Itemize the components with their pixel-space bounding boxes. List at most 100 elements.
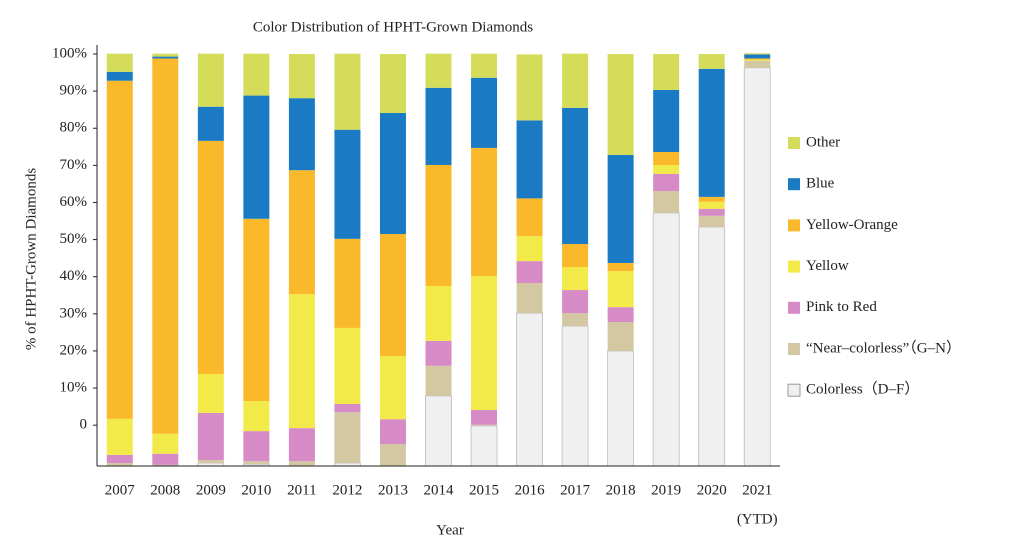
legend-label: Blue [806, 176, 835, 192]
x-tick-label: 2012 [332, 482, 362, 498]
bar-segment [152, 56, 179, 59]
legend-swatch [788, 137, 800, 149]
bar-segment [698, 196, 725, 202]
bar-segment [607, 307, 634, 322]
bar-segment [516, 312, 543, 467]
bar-segment [744, 60, 771, 68]
bar-segment [288, 98, 315, 171]
bar-segment [744, 58, 771, 60]
chart-title: Color Distribution of HPHT-Grown Diamond… [253, 19, 533, 35]
x-tick-label: 2009 [196, 482, 226, 498]
bar-segment [743, 67, 771, 467]
x-tick-label: 2021 [742, 482, 772, 498]
x-tick-label: 2019 [651, 482, 681, 498]
bar-segment [562, 313, 589, 327]
bar-segment [243, 218, 270, 402]
bar-segment [334, 327, 361, 405]
bar-segment [561, 325, 589, 467]
bar-segment [243, 461, 270, 465]
bar-segment [334, 238, 361, 328]
bar-segment [379, 419, 406, 445]
bar-segment [288, 294, 315, 429]
bar-segment [106, 53, 133, 72]
y-tick-label: 0 [80, 417, 88, 433]
x-tick-label: 2007 [105, 482, 136, 498]
bar-segment [106, 80, 133, 419]
bar-segment [334, 53, 361, 130]
bar-segment [607, 262, 634, 272]
legend-swatch [788, 343, 800, 355]
legend-label: Yellow [806, 258, 849, 274]
bar-segment [379, 234, 406, 357]
bar-segment [197, 140, 224, 374]
bar-segment [607, 54, 634, 155]
bar-segment [379, 54, 406, 114]
legend-label: Colorless（D–F） [806, 381, 919, 398]
x-tick-label: 2018 [606, 482, 636, 498]
x-tick-label: 2011 [287, 482, 316, 498]
x-tick-label: 2016 [515, 482, 546, 498]
x-tick-label: 2010 [241, 482, 271, 498]
bar-segment [197, 460, 224, 464]
bar-segment [334, 404, 361, 413]
x-tick-label: 2014 [424, 482, 455, 498]
y-tick-label: 80% [60, 120, 88, 136]
bar-segment [744, 53, 771, 55]
bar-segment [379, 444, 406, 466]
bar-segment [425, 285, 452, 341]
bar-segment [470, 425, 498, 467]
x-tick-label: 2015 [469, 482, 499, 498]
legend-swatch [788, 301, 800, 314]
y-tick-label: 30% [60, 305, 88, 321]
bar-segment [698, 226, 726, 467]
bar-segment [425, 395, 452, 467]
bar-segment [106, 454, 133, 464]
x-tick-label: 2008 [150, 482, 180, 498]
bar-segment [516, 236, 543, 262]
bar-segment [698, 208, 725, 216]
annotation: (YTD) [737, 511, 778, 527]
bar-segment [516, 283, 543, 314]
x-tick-label: 2020 [697, 482, 727, 498]
bar-segment [607, 154, 634, 263]
bar-segment [607, 271, 634, 308]
bar-segment [471, 275, 498, 410]
bar-segment [516, 261, 543, 284]
bar-segment [607, 350, 635, 467]
bar-segment [197, 373, 224, 413]
y-axis-label: % of HPHT-Grown Diamonds [23, 168, 39, 351]
bar-segment [152, 433, 179, 454]
y-tick-label: 20% [60, 342, 88, 358]
y-tick-label: 60% [60, 194, 88, 210]
y-tick-label: 90% [60, 83, 88, 99]
bar-segment [516, 54, 543, 121]
y-tick-label: 10% [60, 379, 88, 395]
bar-segment [197, 412, 224, 461]
bar-segment [379, 113, 406, 235]
y-tick-label: 70% [60, 157, 88, 173]
bar-segment [425, 365, 452, 396]
legend-label: Pink to Red [806, 299, 877, 315]
x-tick-label: 2017 [560, 482, 591, 498]
bar-segment [288, 54, 315, 99]
bar-segment [334, 412, 361, 464]
bar-segment [653, 54, 680, 91]
legend-label: “Near–colorless”（G–N） [806, 339, 961, 356]
x-tick-label: 2013 [378, 482, 408, 498]
bar-segment [106, 418, 133, 455]
bar-segment [698, 215, 725, 227]
bar-segment [106, 463, 133, 466]
y-tick-label: 50% [60, 231, 88, 247]
bar-segment [288, 428, 315, 462]
bar-segment [653, 90, 680, 152]
legend-swatch [788, 178, 800, 191]
bar-segment [562, 290, 589, 314]
bar-segment [744, 59, 771, 61]
bar-segment [562, 53, 589, 108]
bar-segment [425, 340, 452, 366]
bar-segment [152, 464, 179, 466]
y-tick-label: 100% [52, 45, 87, 61]
bar-segment [197, 53, 224, 107]
bar-segment [471, 424, 498, 426]
bar-segment [243, 53, 270, 96]
